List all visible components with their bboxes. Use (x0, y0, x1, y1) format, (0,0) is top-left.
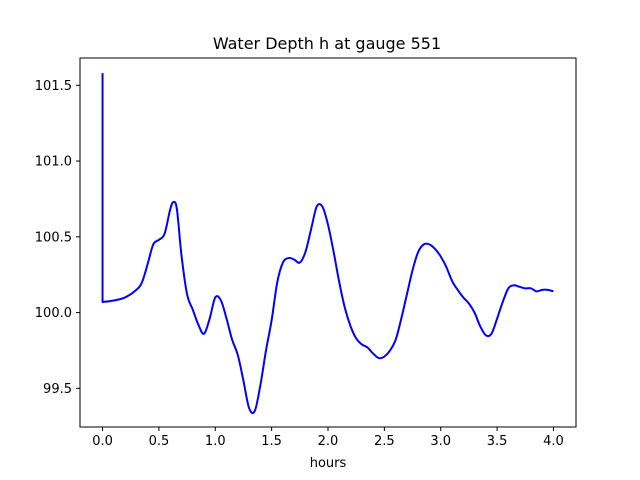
y-axis-ticks: 99.5 100.0 100.5 101.0 101.5 (35, 79, 80, 397)
x-tick-label: 0.0 (92, 434, 113, 449)
y-tick-label: 100.5 (35, 230, 72, 245)
series-line (101, 73, 554, 415)
x-tick-label: 1.0 (205, 434, 226, 449)
y-tick-label: 101.0 (35, 155, 72, 170)
x-axis-label: hours (310, 456, 347, 471)
x-tick-label: 3.5 (487, 434, 508, 449)
x-tick-label: 1.5 (261, 434, 282, 449)
axes-frame (79, 57, 577, 428)
x-tick-label: 0.5 (149, 434, 170, 449)
y-tick-label: 101.5 (35, 79, 72, 94)
x-tick-label: 3.0 (430, 434, 451, 449)
y-tick-label: 99.5 (43, 382, 72, 397)
plot-area: 0.0 0.5 1.0 1.5 2.0 2.5 3.0 3.5 4.0 99.5 100.0 100… (35, 57, 577, 449)
x-tick-label: 2.5 (374, 434, 395, 449)
x-tick-label: 4.0 (543, 434, 564, 449)
x-axis-ticks: 0.0 0.5 1.0 1.5 2.0 2.5 3.0 3.5 4.0 (92, 427, 564, 449)
chart-title: Water Depth h at gauge 551 (213, 34, 441, 53)
x-tick-label: 2.0 (318, 434, 339, 449)
y-tick-label: 100.0 (35, 306, 72, 321)
